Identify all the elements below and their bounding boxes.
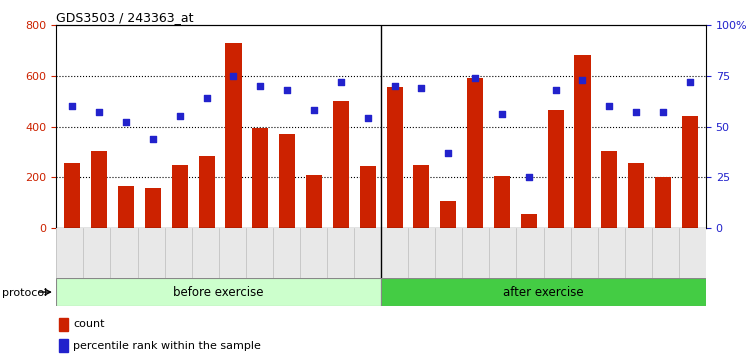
Bar bbox=[467, 78, 483, 228]
Bar bbox=[602, 151, 617, 228]
Text: after exercise: after exercise bbox=[503, 286, 584, 298]
Text: count: count bbox=[74, 319, 105, 329]
Bar bbox=[59, 339, 68, 352]
Bar bbox=[381, 228, 409, 278]
Bar bbox=[65, 164, 80, 228]
Point bbox=[255, 83, 267, 89]
Bar bbox=[300, 228, 327, 278]
Bar bbox=[575, 55, 590, 228]
Text: before exercise: before exercise bbox=[173, 286, 264, 298]
Bar bbox=[110, 228, 137, 278]
Text: protocol: protocol bbox=[2, 288, 47, 298]
Bar bbox=[164, 228, 192, 278]
Bar bbox=[246, 228, 273, 278]
Bar bbox=[137, 228, 164, 278]
Bar bbox=[679, 228, 706, 278]
Bar bbox=[192, 228, 219, 278]
Bar bbox=[273, 228, 300, 278]
Bar bbox=[409, 228, 436, 278]
Text: GDS3503 / 243363_at: GDS3503 / 243363_at bbox=[56, 11, 194, 24]
Bar bbox=[91, 151, 107, 228]
Bar bbox=[387, 87, 403, 228]
Bar bbox=[219, 228, 246, 278]
Point bbox=[630, 109, 642, 115]
Bar bbox=[652, 228, 679, 278]
Bar bbox=[628, 163, 644, 228]
Point bbox=[93, 109, 105, 115]
Point bbox=[523, 175, 535, 180]
Point bbox=[335, 79, 347, 85]
Point bbox=[496, 112, 508, 117]
Bar bbox=[547, 110, 564, 228]
Point bbox=[603, 103, 615, 109]
Bar bbox=[494, 176, 510, 228]
Bar bbox=[413, 165, 430, 228]
Bar bbox=[56, 228, 83, 278]
Bar bbox=[252, 128, 268, 228]
Bar bbox=[306, 175, 322, 228]
Bar bbox=[490, 228, 517, 278]
Bar bbox=[520, 214, 537, 228]
Bar bbox=[279, 134, 295, 228]
Text: percentile rank within the sample: percentile rank within the sample bbox=[74, 341, 261, 350]
Point bbox=[550, 87, 562, 93]
Bar bbox=[625, 228, 652, 278]
Point bbox=[228, 73, 240, 79]
Point bbox=[120, 120, 132, 125]
Point bbox=[469, 75, 481, 81]
Bar bbox=[440, 201, 457, 228]
FancyBboxPatch shape bbox=[381, 278, 706, 306]
Bar bbox=[83, 228, 110, 278]
Point bbox=[308, 108, 320, 113]
Bar bbox=[327, 228, 354, 278]
Point bbox=[388, 83, 400, 89]
Point bbox=[362, 115, 374, 121]
Bar bbox=[517, 228, 544, 278]
Bar bbox=[172, 165, 188, 228]
Bar bbox=[571, 228, 598, 278]
Bar bbox=[544, 228, 571, 278]
Point bbox=[173, 114, 185, 119]
Point bbox=[201, 95, 213, 101]
Point bbox=[577, 77, 589, 82]
Point bbox=[657, 109, 669, 115]
Bar bbox=[198, 156, 215, 228]
Bar bbox=[655, 177, 671, 228]
Bar bbox=[145, 188, 161, 228]
Bar bbox=[118, 186, 134, 228]
FancyBboxPatch shape bbox=[56, 278, 381, 306]
Point bbox=[442, 150, 454, 156]
Bar bbox=[463, 228, 490, 278]
Bar bbox=[682, 116, 698, 228]
Point bbox=[66, 103, 78, 109]
Bar bbox=[333, 101, 349, 228]
Bar bbox=[436, 228, 463, 278]
Bar bbox=[354, 228, 381, 278]
Bar bbox=[598, 228, 625, 278]
Point bbox=[684, 79, 696, 85]
Bar bbox=[59, 318, 68, 331]
Point bbox=[281, 87, 293, 93]
Bar bbox=[225, 42, 242, 228]
Bar bbox=[360, 166, 376, 228]
Point bbox=[415, 85, 427, 91]
Point bbox=[147, 136, 159, 142]
